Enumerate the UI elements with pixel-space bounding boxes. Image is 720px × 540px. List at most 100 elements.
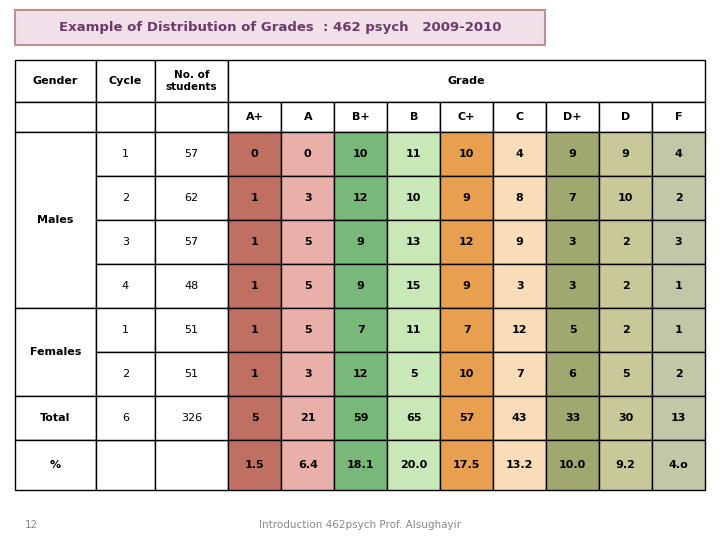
Bar: [493, 220, 546, 264]
Text: Total: Total: [40, 413, 71, 423]
Bar: [493, 264, 546, 308]
Text: A+: A+: [246, 112, 264, 122]
Text: 9: 9: [621, 149, 629, 159]
Bar: [282, 132, 334, 176]
Bar: [387, 132, 440, 176]
Text: 51: 51: [184, 325, 199, 335]
Bar: [440, 352, 493, 396]
Text: 10: 10: [618, 193, 634, 203]
Bar: [440, 220, 493, 264]
Bar: [228, 176, 282, 220]
Bar: [652, 440, 705, 490]
Text: 9: 9: [463, 281, 471, 291]
Text: 1: 1: [251, 237, 258, 247]
Bar: [599, 176, 652, 220]
Text: 2: 2: [621, 281, 629, 291]
Bar: [155, 264, 228, 308]
Bar: [387, 396, 440, 440]
Bar: [493, 176, 546, 220]
Bar: [546, 308, 599, 352]
Bar: [493, 132, 546, 176]
Text: 1: 1: [122, 149, 129, 159]
Bar: [155, 308, 228, 352]
Text: 3: 3: [569, 237, 577, 247]
Text: D+: D+: [563, 112, 582, 122]
Text: 43: 43: [512, 413, 527, 423]
Bar: [282, 308, 334, 352]
Text: 4: 4: [675, 149, 683, 159]
Text: 0: 0: [304, 149, 312, 159]
Bar: [282, 352, 334, 396]
Text: 326: 326: [181, 413, 202, 423]
Bar: [334, 220, 387, 264]
Bar: [228, 308, 282, 352]
Text: 2: 2: [621, 237, 629, 247]
Text: 6.4: 6.4: [298, 460, 318, 470]
Text: 51: 51: [184, 369, 199, 379]
Bar: [228, 60, 705, 102]
Text: 30: 30: [618, 413, 633, 423]
Text: 33: 33: [565, 413, 580, 423]
Bar: [652, 264, 705, 308]
Bar: [15, 396, 96, 440]
Text: Females: Females: [30, 347, 81, 357]
Bar: [599, 102, 652, 132]
Bar: [493, 102, 546, 132]
Text: 18.1: 18.1: [347, 460, 374, 470]
Text: Males: Males: [37, 215, 73, 225]
Text: 5: 5: [251, 413, 258, 423]
Text: B+: B+: [352, 112, 369, 122]
Text: 2: 2: [122, 369, 129, 379]
Bar: [15, 102, 96, 132]
Text: 8: 8: [516, 193, 523, 203]
Text: 5: 5: [304, 237, 312, 247]
Text: 5: 5: [304, 325, 312, 335]
Bar: [546, 264, 599, 308]
Bar: [493, 396, 546, 440]
Bar: [15, 10, 545, 45]
Bar: [155, 102, 228, 132]
Text: Example of Distribution of Grades  : 462 psych   2009-2010: Example of Distribution of Grades : 462 …: [59, 21, 501, 34]
Text: A: A: [303, 112, 312, 122]
Text: 2: 2: [621, 325, 629, 335]
Bar: [493, 352, 546, 396]
Bar: [387, 176, 440, 220]
Text: 0: 0: [251, 149, 258, 159]
Text: 9: 9: [357, 237, 364, 247]
Text: 1: 1: [675, 281, 683, 291]
Bar: [282, 396, 334, 440]
Bar: [334, 352, 387, 396]
Text: 10: 10: [459, 149, 474, 159]
Bar: [334, 102, 387, 132]
Text: 20.0: 20.0: [400, 460, 428, 470]
Text: 15: 15: [406, 281, 421, 291]
Text: D: D: [621, 112, 630, 122]
Text: 4.o: 4.o: [669, 460, 688, 470]
Text: 13.2: 13.2: [506, 460, 534, 470]
Bar: [334, 176, 387, 220]
Text: 12: 12: [353, 193, 369, 203]
Text: 59: 59: [353, 413, 369, 423]
Text: 3: 3: [569, 281, 577, 291]
Bar: [96, 60, 155, 102]
Text: 65: 65: [406, 413, 421, 423]
Text: B: B: [410, 112, 418, 122]
Text: 1: 1: [251, 193, 258, 203]
Bar: [440, 132, 493, 176]
Bar: [155, 132, 228, 176]
Text: 48: 48: [184, 281, 199, 291]
Bar: [546, 220, 599, 264]
Bar: [96, 264, 155, 308]
Bar: [15, 60, 96, 102]
Bar: [155, 440, 228, 490]
Bar: [652, 176, 705, 220]
Bar: [652, 132, 705, 176]
Bar: [493, 308, 546, 352]
Text: 13: 13: [671, 413, 686, 423]
Bar: [334, 132, 387, 176]
Bar: [599, 396, 652, 440]
Text: 9: 9: [569, 149, 577, 159]
Text: 11: 11: [406, 325, 421, 335]
Text: 3: 3: [675, 237, 683, 247]
Bar: [228, 264, 282, 308]
